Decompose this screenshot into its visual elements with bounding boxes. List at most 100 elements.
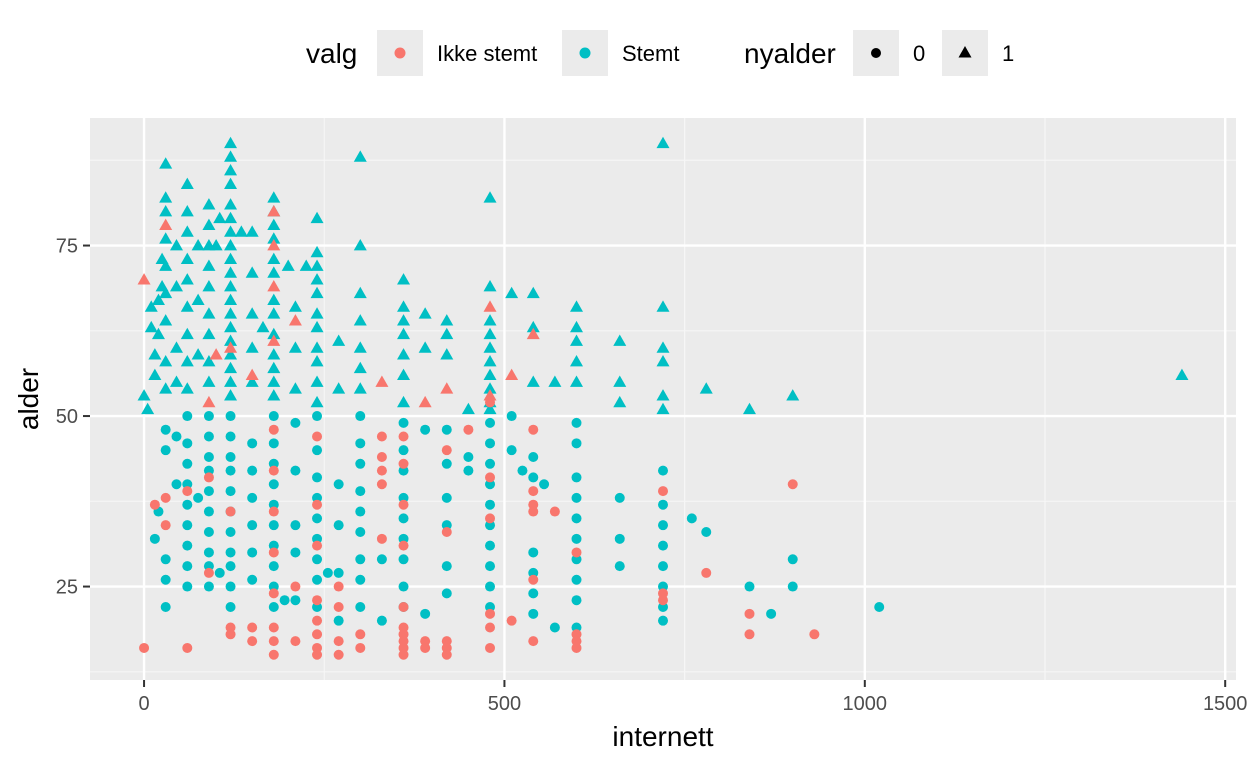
point-stemt-0-7 <box>171 479 182 490</box>
point-stemt-1-145 <box>613 395 627 408</box>
point-ikke-stemt-0-71 <box>528 574 539 585</box>
point-stemt-1-155 <box>1175 368 1189 381</box>
point-ikke-stemt-0-83 <box>744 629 755 640</box>
point-stemt-1-14 <box>159 259 173 271</box>
point-ikke-stemt-0-21 <box>290 581 301 592</box>
point-stemt-0-36 <box>225 526 236 537</box>
point-stemt-1-2 <box>144 320 158 333</box>
point-stemt-0-37 <box>225 547 236 558</box>
legend-marker-0 <box>871 48 881 58</box>
point-ikke-stemt-0-34 <box>333 649 344 660</box>
point-stemt-0-144 <box>658 540 668 551</box>
point-stemt-0-72 <box>322 567 333 578</box>
point-stemt-0-85 <box>355 602 366 613</box>
point-ikke-stemt-0-38 <box>376 451 387 462</box>
point-ikke-stemt-0-41 <box>376 533 387 544</box>
point-stemt-1-22 <box>169 375 183 387</box>
point-stemt-0-52 <box>268 520 279 531</box>
point-stemt-1-12 <box>159 204 173 217</box>
point-stemt-1-68 <box>245 307 259 319</box>
point-stemt-1-97 <box>310 341 324 353</box>
point-stemt-1-135 <box>526 320 540 333</box>
point-ikke-stemt-0-32 <box>333 602 344 613</box>
legend-label-stemt: Stemt <box>622 41 679 66</box>
point-stemt-0-45 <box>247 547 258 558</box>
point-stemt-1-91 <box>310 245 324 258</box>
point-ikke-stemt-1-0 <box>137 273 151 285</box>
point-stemt-1-7 <box>151 293 165 305</box>
point-stemt-0-26 <box>203 547 214 558</box>
point-stemt-1-117 <box>418 307 432 319</box>
point-stemt-1-101 <box>332 334 346 346</box>
point-stemt-1-26 <box>180 252 194 265</box>
point-ikke-stemt-0-4 <box>182 486 193 497</box>
point-stemt-0-141 <box>658 465 668 476</box>
point-stemt-0-80 <box>355 486 366 497</box>
point-stemt-1-116 <box>397 395 411 408</box>
point-stemt-1-75 <box>267 232 281 244</box>
axis-ticks: 0 500 1000 1500 25 50 75 <box>56 236 1248 715</box>
point-stemt-1-64 <box>224 389 238 401</box>
point-stemt-0-13 <box>182 499 193 510</box>
point-stemt-0-57 <box>279 595 290 606</box>
point-ikke-stemt-0-43 <box>398 458 409 469</box>
point-stemt-0-43 <box>247 492 258 503</box>
point-stemt-1-136 <box>526 375 540 387</box>
point-stemt-1-71 <box>256 320 270 333</box>
point-ikke-stemt-0-17 <box>268 588 279 599</box>
point-stemt-1-119 <box>440 314 454 326</box>
point-stemt-1-48 <box>224 164 238 176</box>
point-stemt-0-118 <box>506 445 517 456</box>
point-stemt-1-27 <box>180 273 194 285</box>
point-stemt-0-47 <box>268 411 279 422</box>
point-stemt-1-16 <box>159 314 173 326</box>
point-stemt-0-82 <box>355 526 366 537</box>
legend: valg Ikke stemt Stemt nyalder 0 1 <box>306 30 1014 76</box>
point-stemt-0-138 <box>614 492 625 503</box>
point-stemt-1-44 <box>209 239 223 251</box>
legend-label-0: 0 <box>913 41 925 66</box>
point-ikke-stemt-0-36 <box>355 642 366 653</box>
point-ikke-stemt-1-3 <box>209 348 223 360</box>
point-stemt-0-17 <box>182 581 193 592</box>
point-stemt-0-29 <box>214 567 225 578</box>
point-ikke-stemt-0-84 <box>787 479 798 490</box>
point-stemt-1-114 <box>397 348 411 360</box>
point-stemt-1-52 <box>224 225 238 237</box>
point-stemt-0-121 <box>528 472 539 483</box>
point-stemt-1-3 <box>144 300 158 312</box>
point-ikke-stemt-0-40 <box>376 479 387 490</box>
point-stemt-1-153 <box>742 402 756 415</box>
point-stemt-0-19 <box>203 411 214 422</box>
point-stemt-1-112 <box>397 314 411 326</box>
point-stemt-1-94 <box>310 286 324 299</box>
point-stemt-0-130 <box>571 472 582 483</box>
point-stemt-1-154 <box>786 389 800 401</box>
point-ikke-stemt-0-11 <box>247 622 258 633</box>
point-ikke-stemt-1-15 <box>483 389 497 401</box>
point-ikke-stemt-1-16 <box>505 368 519 381</box>
point-stemt-1-103 <box>353 150 367 162</box>
point-stemt-0-83 <box>355 554 366 565</box>
point-stemt-1-129 <box>483 368 497 381</box>
point-stemt-1-55 <box>224 266 238 278</box>
point-stemt-1-43 <box>202 375 216 387</box>
point-stemt-1-41 <box>202 327 216 340</box>
point-stemt-0-81 <box>355 506 366 517</box>
point-stemt-1-5 <box>148 368 162 381</box>
legend-marker-stemt <box>579 47 591 59</box>
point-ikke-stemt-0-27 <box>312 615 323 626</box>
point-stemt-1-40 <box>202 307 216 319</box>
point-stemt-1-20 <box>169 279 183 292</box>
point-stemt-1-29 <box>180 327 194 340</box>
point-ikke-stemt-0-23 <box>312 431 323 442</box>
point-stemt-1-98 <box>310 354 324 367</box>
point-stemt-0-88 <box>398 417 409 428</box>
point-ikke-stemt-1-2 <box>202 395 216 408</box>
point-stemt-0-154 <box>787 581 798 592</box>
point-stemt-1-4 <box>148 348 162 360</box>
point-ikke-stemt-0-77 <box>571 642 582 653</box>
point-stemt-0-87 <box>376 615 387 626</box>
point-stemt-1-121 <box>440 348 454 360</box>
legend-title-nyalder: nyalder <box>744 38 836 69</box>
